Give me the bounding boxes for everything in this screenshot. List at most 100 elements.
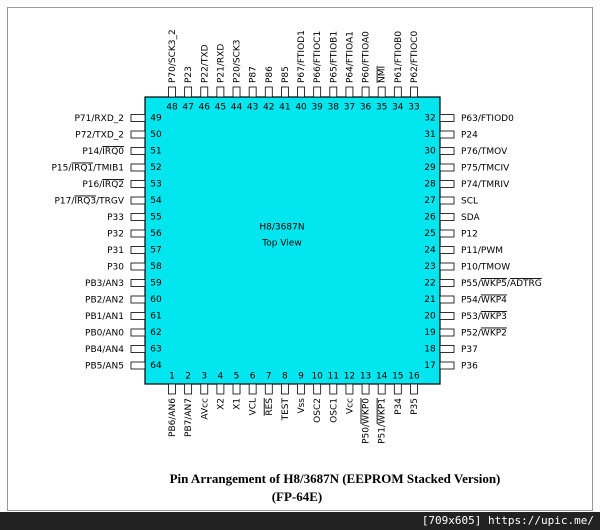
label-part: PB7/AN7 bbox=[184, 398, 194, 437]
pin-label: P36 bbox=[461, 361, 478, 371]
pin-number: 39 bbox=[311, 103, 323, 113]
pin-label: P86 bbox=[264, 66, 274, 83]
pin-label: P20/SCK3 bbox=[232, 39, 242, 83]
pin-lead bbox=[264, 383, 273, 395]
pin-number: 34 bbox=[392, 103, 404, 113]
pin-label: Vss bbox=[297, 398, 307, 414]
label-part: P75/TMCIV bbox=[461, 163, 510, 173]
pin-lead bbox=[168, 86, 176, 98]
label-part: PB3/AN3 bbox=[85, 279, 124, 289]
pin-label: PB1/AN1 bbox=[85, 312, 124, 322]
pin-number: 43 bbox=[247, 103, 258, 113]
pin-label: P85 bbox=[280, 66, 290, 83]
pin-label: NMI bbox=[377, 66, 387, 83]
label-part: P52/ bbox=[461, 328, 482, 338]
pin-lead bbox=[439, 163, 455, 172]
label-part: PB6/AN6 bbox=[168, 398, 178, 437]
pin-number: 37 bbox=[344, 103, 355, 113]
pin-number: 52 bbox=[150, 163, 161, 173]
pin-number: 47 bbox=[182, 103, 193, 113]
label-part: /TMIB1 bbox=[93, 163, 124, 173]
pin-label: P75/TMCIV bbox=[461, 163, 510, 173]
pin-lead bbox=[377, 383, 386, 395]
label-part: WKP2 bbox=[481, 328, 507, 338]
pin-lead bbox=[439, 213, 455, 221]
pin-lead bbox=[439, 114, 455, 122]
pin-label: SCL bbox=[461, 196, 478, 206]
pin-number: 49 bbox=[150, 114, 162, 124]
label-part: P33 bbox=[107, 213, 124, 223]
pin-lead bbox=[130, 229, 146, 238]
pin-lead bbox=[439, 262, 455, 271]
pin-lead bbox=[184, 86, 193, 98]
label-part: P34 bbox=[393, 398, 403, 415]
pin-lead bbox=[200, 86, 209, 98]
pin-label: P66/FTIOC1 bbox=[313, 31, 323, 83]
label-part: NMI bbox=[377, 66, 387, 83]
pin-label: PB5/AN5 bbox=[85, 361, 124, 371]
pin-lead bbox=[130, 196, 146, 205]
pin-number: 57 bbox=[150, 246, 161, 256]
pin-number: 51 bbox=[150, 147, 161, 157]
label-part: P54/ bbox=[461, 295, 482, 305]
label-part: P53/ bbox=[461, 312, 482, 322]
pin-number: 64 bbox=[150, 361, 162, 371]
pin-label: P50/WKP0 bbox=[361, 398, 371, 444]
pin-label: P23 bbox=[184, 66, 194, 83]
pin-label: P14/IRQ0 bbox=[82, 147, 124, 157]
label-part: WKP4 bbox=[481, 295, 507, 305]
pin-lead bbox=[200, 383, 209, 395]
pin-number: 61 bbox=[150, 312, 161, 322]
pin-label: P67/FTIOD1 bbox=[297, 30, 307, 83]
label-part: P15/ bbox=[52, 163, 73, 173]
pin-label: P10/TMOW bbox=[461, 262, 510, 272]
pin-number: 6 bbox=[250, 372, 256, 382]
pin-label: P21/RXD bbox=[216, 44, 226, 83]
caption: (FP-64E) bbox=[272, 489, 323, 504]
pin-number: 10 bbox=[311, 372, 323, 382]
pin-label: P35 bbox=[409, 398, 419, 415]
pin-lead bbox=[184, 383, 193, 395]
label-part: P87 bbox=[248, 66, 258, 83]
label-part: TEST bbox=[280, 398, 290, 422]
pin-label: PB3/AN3 bbox=[85, 279, 124, 289]
label-part: SDA bbox=[461, 213, 480, 223]
pin-lead bbox=[130, 295, 146, 304]
label-part: /TRGV bbox=[96, 196, 125, 206]
pin-number: 14 bbox=[376, 372, 388, 382]
label-part: X1 bbox=[232, 398, 242, 410]
label-part: PB0/AN0 bbox=[85, 328, 124, 338]
pin-lead bbox=[248, 86, 257, 98]
pin-label: P31 bbox=[107, 246, 124, 256]
pin-label: P37 bbox=[461, 345, 478, 355]
pin-lead bbox=[281, 383, 289, 395]
pin-lead bbox=[361, 86, 370, 98]
label-part: P60/FTIOA0 bbox=[361, 31, 371, 83]
pin-number: 56 bbox=[150, 229, 162, 239]
pin-label: PB2/AN2 bbox=[85, 295, 124, 305]
pin-label: SDA bbox=[461, 213, 480, 223]
label-part: X2 bbox=[216, 398, 226, 410]
pin-lead bbox=[345, 86, 354, 98]
pin-number: 17 bbox=[424, 361, 435, 371]
pin-number: 11 bbox=[328, 372, 339, 382]
pin-lead bbox=[130, 345, 146, 353]
pin-lead bbox=[410, 86, 418, 98]
label-part: PB2/AN2 bbox=[85, 295, 124, 305]
label-part: WKP5 bbox=[481, 279, 507, 289]
pin-lead bbox=[130, 312, 146, 320]
pin-label: P70/SCK3_2 bbox=[168, 29, 178, 83]
pin-lead bbox=[130, 246, 146, 254]
label-part: P12 bbox=[461, 229, 478, 239]
pin-number: 35 bbox=[376, 103, 387, 113]
label-part: PB4/AN4 bbox=[85, 345, 124, 355]
pin-lead bbox=[264, 86, 273, 98]
label-part: / bbox=[507, 279, 511, 289]
chip-name: H8/3687N bbox=[259, 223, 304, 233]
pin-lead bbox=[377, 86, 386, 98]
pin-lead bbox=[361, 383, 370, 395]
pin-lead bbox=[439, 345, 455, 353]
pin-number: 32 bbox=[424, 114, 435, 124]
pin-number: 4 bbox=[218, 372, 224, 382]
pin-number: 24 bbox=[424, 246, 436, 256]
